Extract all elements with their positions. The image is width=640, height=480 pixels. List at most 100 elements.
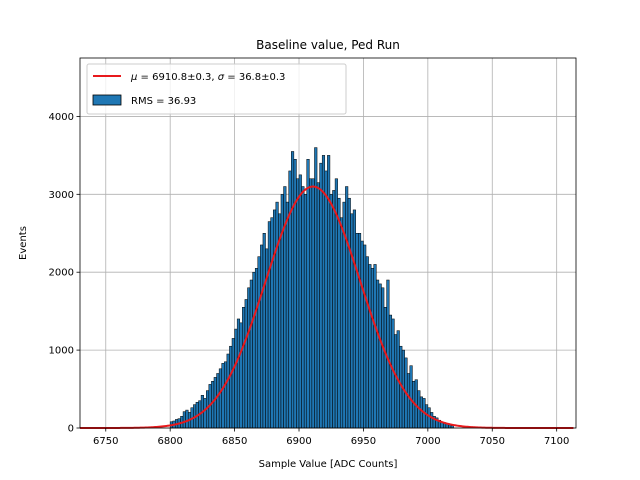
histogram-bar-66 <box>339 217 344 429</box>
histogram-bar-60 <box>324 170 328 429</box>
histogram-bar-92 <box>406 373 411 429</box>
legend-fit-label: μ = 6910.8±0.3, σ = 36.8±0.3 <box>130 72 285 83</box>
histogram-bar-22 <box>226 353 230 429</box>
histogram-bar-59 <box>321 155 326 429</box>
histogram-bar-77 <box>368 264 372 429</box>
histogram-bar-80 <box>376 279 380 429</box>
y-tick-label-2: 2000 <box>49 268 74 279</box>
histogram-bar-93 <box>409 365 413 429</box>
histogram-bar-6 <box>185 409 189 429</box>
plot-frame <box>79 57 577 429</box>
histogram-bar-75 <box>363 244 367 429</box>
histogram-bar-52 <box>303 194 307 429</box>
histogram-bar-38 <box>267 221 271 429</box>
histogram-bar-25 <box>234 328 238 429</box>
histogram-bar-101 <box>430 412 434 429</box>
histogram-bar-84 <box>386 279 390 429</box>
histogram-bar-19 <box>218 368 222 429</box>
histogram-bar-78 <box>370 268 374 429</box>
histogram-bar-33 <box>254 268 259 429</box>
histogram-bar-70 <box>350 213 354 429</box>
histogram-bar-51 <box>301 186 305 429</box>
histogram-bar-30 <box>247 287 251 429</box>
x-tick-label-7: 7100 <box>544 436 569 447</box>
histogram-bar-28 <box>242 307 246 429</box>
histogram-bar-97 <box>419 396 423 429</box>
x-tick-label-4: 6950 <box>351 436 376 447</box>
histogram-bar-63 <box>332 190 336 429</box>
histogram-bar-42 <box>278 213 282 429</box>
y-axis-title: Events <box>18 226 29 260</box>
histogram-bar-74 <box>360 240 364 429</box>
histogram-bar-32 <box>252 271 256 429</box>
histogram-bar-5 <box>182 411 186 429</box>
histogram-bar-34 <box>257 256 261 429</box>
histogram-bar-82 <box>381 287 385 429</box>
histogram-bar-47 <box>291 151 295 429</box>
legend-mu-symbol: μ <box>130 72 137 83</box>
histogram-bar-26 <box>236 318 241 429</box>
plot-area <box>79 57 577 429</box>
histogram-bar-21 <box>224 361 228 429</box>
legend: μ = 6910.8±0.3, σ = 36.8±0.3 RMS = 36.93 <box>86 63 347 115</box>
histogram-bar-83 <box>383 307 387 429</box>
histogram-bar-49 <box>296 178 300 429</box>
histogram-bar-18 <box>216 373 220 429</box>
legend-histogram-swatch <box>92 94 122 106</box>
x-tick-label-5: 7000 <box>415 436 440 447</box>
x-axis-title: Sample Value [ADC Counts] <box>259 459 398 470</box>
legend-histogram-label: RMS = 36.93 <box>131 96 196 107</box>
histogram-bar-79 <box>373 264 377 429</box>
histogram-bar-36 <box>262 233 266 429</box>
histogram-bar-87 <box>394 334 398 429</box>
histogram-bar-20 <box>221 363 225 429</box>
histogram-bar-24 <box>231 338 235 429</box>
legend-mu-value: = 6910.8±0.3, <box>137 72 217 83</box>
histogram-bar-71 <box>352 209 356 429</box>
histogram-bar-100 <box>427 407 431 429</box>
x-tick-label-0: 6750 <box>93 436 118 447</box>
histogram-bar-56 <box>314 147 318 429</box>
y-tick-label-4: 4000 <box>49 112 74 123</box>
histogram-bar-41 <box>275 201 279 429</box>
histogram-bar-40 <box>272 209 277 429</box>
histogram-bar-99 <box>425 404 429 429</box>
histogram-bar-85 <box>388 314 393 429</box>
histogram-bar-73 <box>358 233 362 429</box>
histogram-bar-50 <box>298 174 302 429</box>
histogram-bar-58 <box>319 162 323 429</box>
x-tick-label-2: 6850 <box>222 436 247 447</box>
histogram-bar-81 <box>378 283 382 429</box>
histogram-bar-76 <box>365 256 369 429</box>
x-tick-label-1: 6800 <box>157 436 182 447</box>
legend-sigma-value: = 36.8±0.3 <box>224 72 285 83</box>
histogram-bar-68 <box>345 186 349 429</box>
histogram-bar-57 <box>316 182 320 429</box>
x-axis: 6750 6800 6850 6900 6950 7000 7050 7100 <box>93 428 569 447</box>
y-tick-label-0: 0 <box>68 424 74 435</box>
histogram-bar-65 <box>337 197 341 429</box>
histogram-bar-39 <box>270 217 274 429</box>
legend-sigma-symbol: σ <box>218 72 225 83</box>
histogram-bar-72 <box>355 233 359 429</box>
y-axis: 0 1000 2000 3000 4000 <box>49 112 80 435</box>
histogram-bar-31 <box>249 279 253 429</box>
histogram-bar-29 <box>244 299 248 429</box>
histogram-bar-55 <box>311 178 315 429</box>
histogram-bar-13 <box>203 398 207 429</box>
y-tick-label-3: 3000 <box>49 190 74 201</box>
histogram-bar-35 <box>260 244 264 429</box>
y-tick-label-1: 1000 <box>49 346 74 357</box>
chart-title: Baseline value, Ped Run <box>256 38 400 52</box>
histogram-bar-17 <box>213 377 217 429</box>
legend-box <box>86 63 347 115</box>
grid-vertical-lines <box>105 58 558 428</box>
histogram-bar-53 <box>306 159 310 429</box>
histogram-bar-69 <box>347 197 351 429</box>
histogram-bar-54 <box>309 178 313 429</box>
x-tick-label-6: 7050 <box>480 436 505 447</box>
histogram-bar-62 <box>329 194 333 429</box>
histogram-bar-23 <box>229 345 233 429</box>
x-tick-label-3: 6900 <box>286 436 311 447</box>
